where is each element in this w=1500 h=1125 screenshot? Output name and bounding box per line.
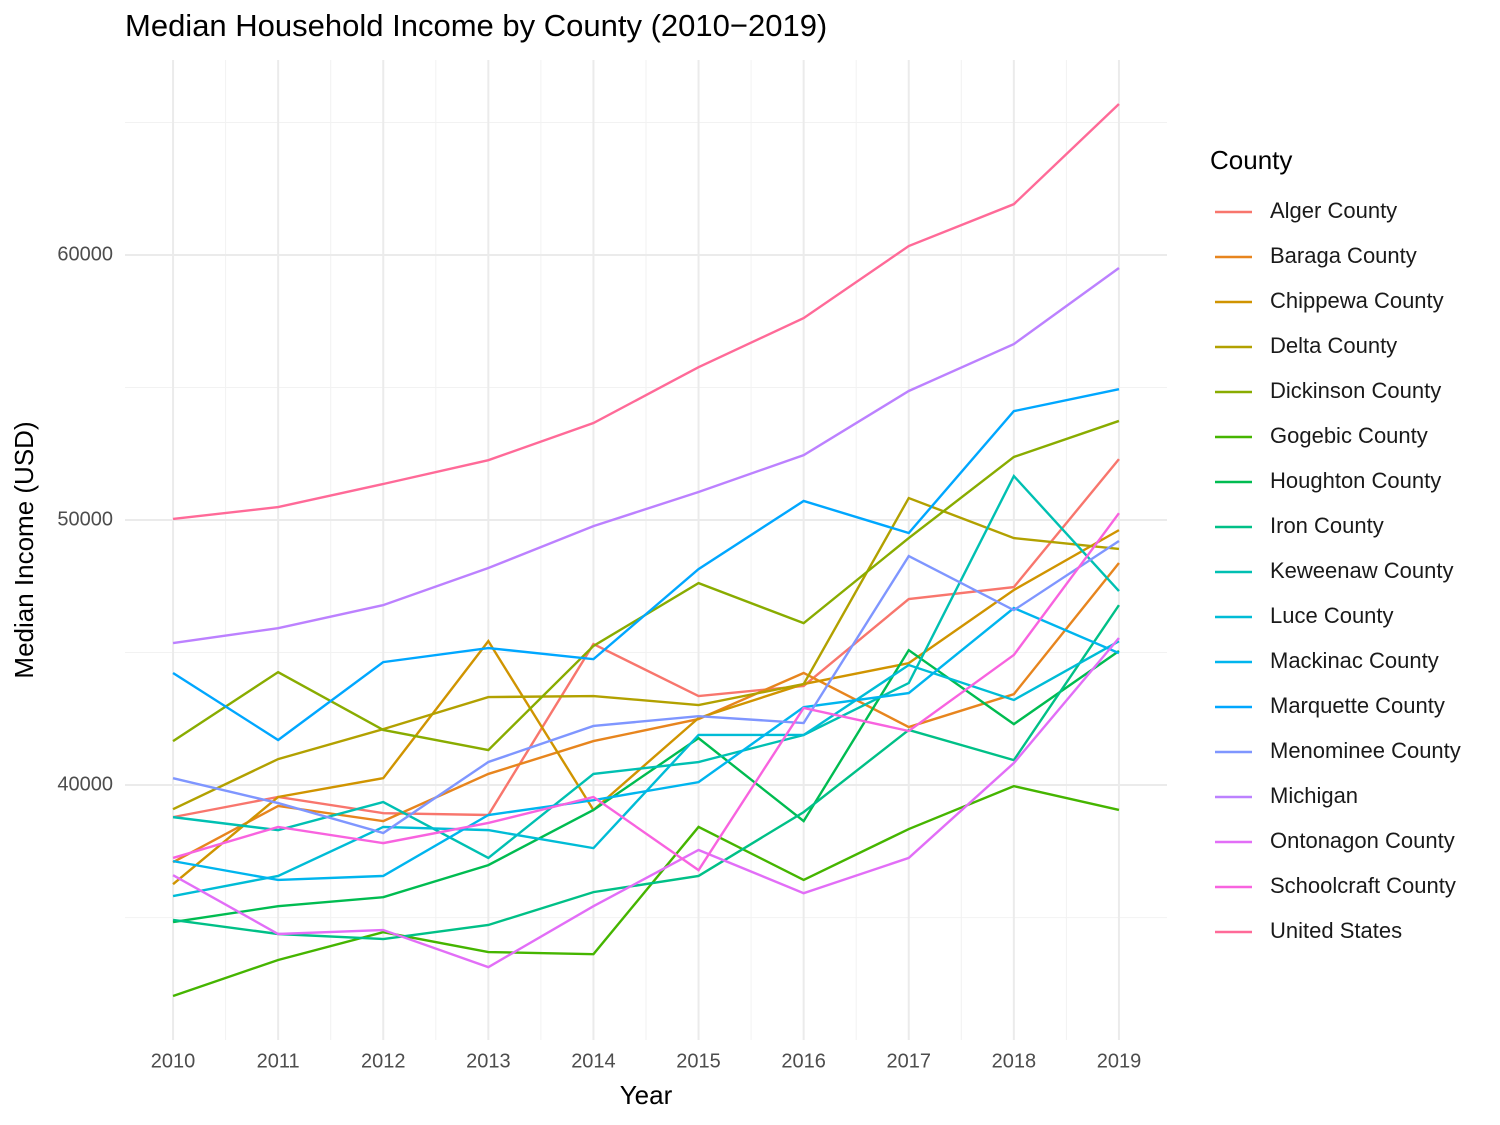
series-line [172, 539, 1120, 835]
series-line [172, 784, 1120, 998]
series-line [172, 512, 1120, 872]
x-tick-label: 2016 [781, 1050, 826, 1072]
series-line [172, 637, 1120, 969]
lines [172, 103, 1120, 998]
series-line [172, 562, 1120, 864]
legend-label: Ontonagon County [1270, 828, 1455, 853]
legend-label: United States [1270, 918, 1402, 943]
legend-label: Luce County [1270, 603, 1394, 628]
grid [125, 60, 1167, 1040]
legend-label: Iron County [1270, 513, 1384, 538]
legend-label: Menominee County [1270, 738, 1461, 763]
legend-label: Dickinson County [1270, 378, 1441, 403]
legend-label: Mackinac County [1270, 648, 1439, 673]
legend-label: Keweenaw County [1270, 558, 1453, 583]
series-line [172, 648, 1120, 924]
series-line [172, 606, 1120, 882]
series-line [172, 267, 1120, 645]
legend-label: Chippewa County [1270, 288, 1444, 313]
x-tick-label: 2018 [992, 1050, 1037, 1072]
legend-label: Houghton County [1270, 468, 1441, 493]
legend-label: Baraga County [1270, 243, 1417, 268]
x-tick-label: 2015 [676, 1050, 721, 1072]
y-tick-label: 40000 [57, 773, 113, 795]
series-line [172, 473, 1120, 860]
series-line [172, 604, 1120, 941]
series-line [172, 387, 1120, 742]
chart-title: Median Household Income by County (2010−… [125, 8, 827, 43]
legend-label: Alger County [1270, 198, 1397, 223]
x-tick-label: 2010 [151, 1050, 196, 1072]
y-tick-label: 50000 [57, 508, 113, 530]
legend-label: Delta County [1270, 333, 1397, 358]
series-line [172, 529, 1120, 886]
y-tick-label: 60000 [57, 243, 113, 265]
legend-label: Gogebic County [1270, 423, 1428, 448]
x-axis-title: Year [620, 1080, 673, 1110]
series-line [172, 458, 1120, 819]
x-tick-label: 2017 [887, 1050, 932, 1072]
series-line [172, 496, 1120, 811]
x-tick-label: 2014 [571, 1050, 616, 1072]
legend-label: Michigan [1270, 783, 1358, 808]
legend-title: County [1210, 145, 1292, 175]
x-tick-label: 2011 [257, 1050, 300, 1072]
x-tick-label: 2012 [361, 1050, 406, 1072]
series-line [172, 103, 1120, 521]
legend-label: Schoolcraft County [1270, 873, 1456, 898]
y-axis-title: Median Income (USD) [9, 421, 39, 678]
x-tick-label: 2013 [466, 1050, 511, 1072]
legend-label: Marquette County [1270, 693, 1445, 718]
x-tick-label: 2019 [1097, 1050, 1142, 1072]
